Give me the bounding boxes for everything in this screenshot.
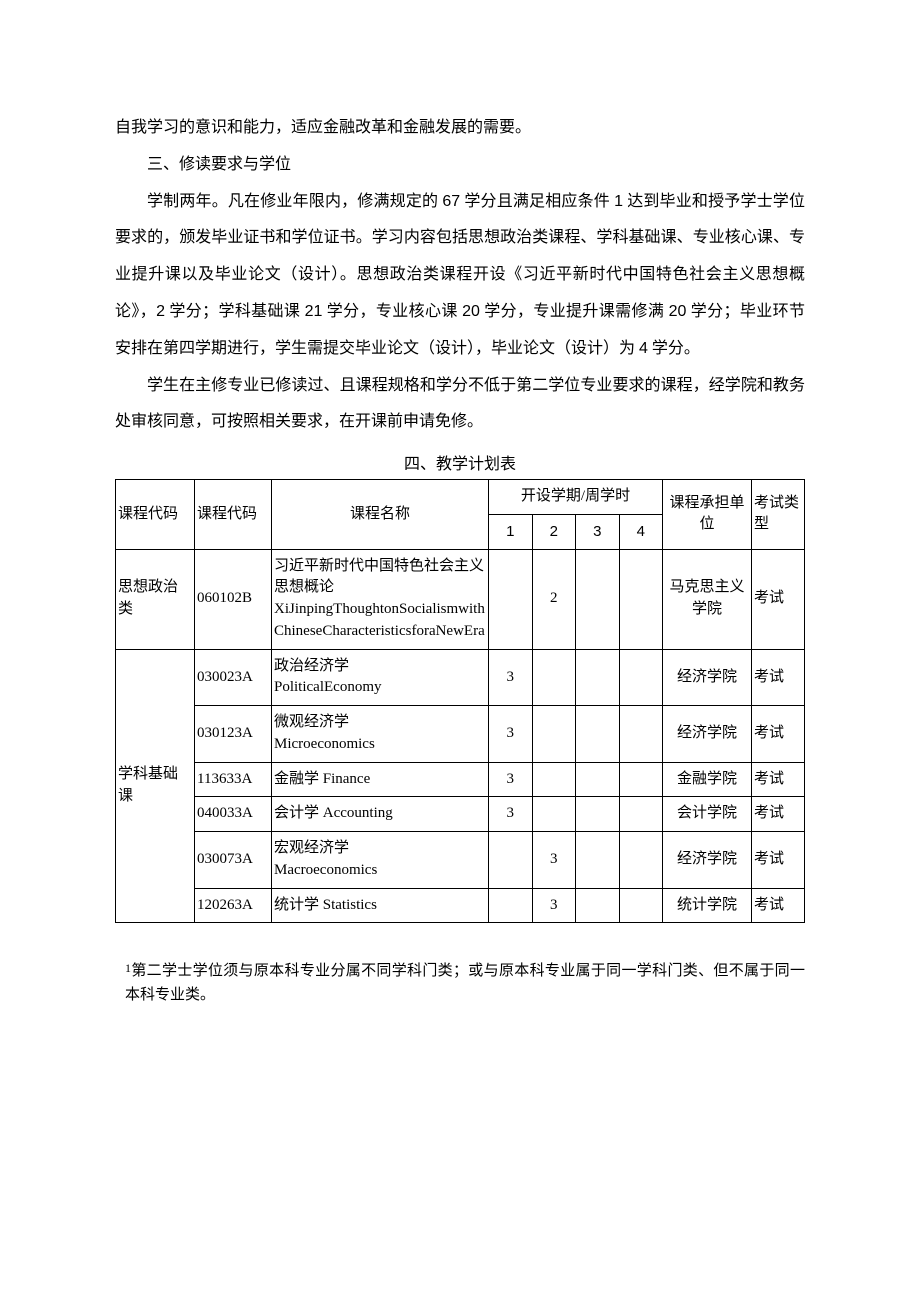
cell-sem1 [489,888,533,923]
cell-unit: 统计学院 [663,888,752,923]
cell-sem2: 2 [532,549,576,649]
text-segment: 学分，专业核心课 [322,303,462,320]
credits-total: 67 [442,193,460,210]
credits-thesis: 4 [639,340,648,357]
cell-sem2 [532,706,576,763]
cell-sem2 [532,762,576,797]
cell-sem4 [619,549,663,649]
cell-unit: 经济学院 [663,649,752,706]
header-unit: 课程承担单位 [663,480,752,550]
paragraph-exemption: 学生在主修专业已修读过、且课程规格和学分不低于第二学位专业要求的课程，经学院和教… [115,368,805,442]
cell-code: 040033A [195,797,272,832]
cell-sem4 [619,832,663,889]
document-page: 自我学习的意识和能力，适应金融改革和金融发展的需要。 三、修读要求与学位 学制两… [0,0,920,1082]
section-heading-3: 三、修读要求与学位 [115,147,805,184]
credits-core: 20 [462,303,480,320]
cell-sem2: 3 [532,888,576,923]
text-segment: 学分。 [648,340,700,357]
header-sem1: 1 [489,514,533,549]
cell-category: 学科基础课 [116,649,195,923]
text-segment: 学分；学科基础课 [165,303,305,320]
cell-category: 思想政治类 [116,549,195,649]
table-row: 030123A 微观经济学Microeconomics 3 经济学院 考试 [116,706,805,763]
curriculum-table: 课程代码 课程代码 课程名称 开设学期/周学时 课程承担单位 考试类型 1 2 … [115,479,805,923]
cell-sem1: 3 [489,706,533,763]
header-sem3: 3 [576,514,620,549]
cell-sem3 [576,706,620,763]
cell-sem2 [532,797,576,832]
header-code: 课程代码 [195,480,272,550]
table-row: 学科基础课 030023A 政治经济学PoliticalEconomy 3 经济… [116,649,805,706]
cell-exam: 考试 [752,706,805,763]
cell-sem3 [576,649,620,706]
table-caption: 四、教学计划表 [115,453,805,477]
paragraph-requirements: 学制两年。凡在修业年限内，修满规定的 67 学分且满足相应条件 1 达到毕业和授… [115,184,805,368]
cell-exam: 考试 [752,549,805,649]
credits-ideological: 2 [156,303,165,320]
header-exam: 考试类型 [752,480,805,550]
header-sem2: 2 [532,514,576,549]
cell-name: 统计学 Statistics [272,888,489,923]
cell-unit: 经济学院 [663,706,752,763]
paragraph-1: 自我学习的意识和能力，适应金融改革和金融发展的需要。 [115,110,805,147]
cell-sem4 [619,762,663,797]
condition-marker: 1 [614,193,623,210]
cell-exam: 考试 [752,762,805,797]
cell-code: 030123A [195,706,272,763]
cell-sem3 [576,762,620,797]
footnote-text: 第二学士学位须与原本科专业分属不同学科门类；或与原本科专业属于同一学科门类、但不… [125,963,805,1003]
cell-sem3 [576,888,620,923]
cell-unit: 经济学院 [663,832,752,889]
cell-exam: 考试 [752,888,805,923]
cell-code: 060102B [195,549,272,649]
cell-exam: 考试 [752,797,805,832]
cell-unit: 会计学院 [663,797,752,832]
table-row: 113633A 金融学 Finance 3 金融学院 考试 [116,762,805,797]
cell-name: 会计学 Accounting [272,797,489,832]
cell-code: 030073A [195,832,272,889]
cell-sem1 [489,832,533,889]
credits-foundation: 21 [305,303,323,320]
credits-advanced: 20 [669,303,687,320]
table-header-row-1: 课程代码 课程代码 课程名称 开设学期/周学时 课程承担单位 考试类型 [116,480,805,515]
cell-sem1: 3 [489,762,533,797]
cell-sem2: 3 [532,832,576,889]
cell-name: 政治经济学PoliticalEconomy [272,649,489,706]
cell-name: 宏观经济学Macroeconomics [272,832,489,889]
cell-sem4 [619,649,663,706]
table-row: 思想政治类 060102B 习近平新时代中国特色社会主义思想概论XiJinpin… [116,549,805,649]
text-segment: 学分，专业提升课需修满 [480,303,669,320]
header-semester-group: 开设学期/周学时 [489,480,663,515]
table-row: 030073A 宏观经济学Macroeconomics 3 经济学院 考试 [116,832,805,889]
header-sem4: 4 [619,514,663,549]
cell-name: 习近平新时代中国特色社会主义思想概论XiJinpingThoughtonSoci… [272,549,489,649]
cell-name: 金融学 Finance [272,762,489,797]
cell-exam: 考试 [752,832,805,889]
cell-sem1: 3 [489,649,533,706]
cell-exam: 考试 [752,649,805,706]
cell-code: 030023A [195,649,272,706]
cell-sem3 [576,549,620,649]
cell-sem3 [576,797,620,832]
text-segment: 学分且满足相应条件 [460,193,614,210]
table-row: 120263A 统计学 Statistics 3 统计学院 考试 [116,888,805,923]
table-row: 040033A 会计学 Accounting 3 会计学院 考试 [116,797,805,832]
cell-unit: 金融学院 [663,762,752,797]
cell-sem4 [619,797,663,832]
text-segment: 达到毕业和授予学士学位要求的，颁发毕业证书和学位证书。学习内容包括思想政治类课程… [115,193,805,320]
header-category: 课程代码 [116,480,195,550]
cell-name: 微观经济学Microeconomics [272,706,489,763]
cell-sem1 [489,549,533,649]
cell-sem1: 3 [489,797,533,832]
cell-sem4 [619,888,663,923]
cell-code: 113633A [195,762,272,797]
cell-code: 120263A [195,888,272,923]
footnote: 1第二学士学位须与原本科专业分属不同学科门类；或与原本科专业属于同一学科门类、但… [115,959,805,1007]
cell-sem4 [619,706,663,763]
header-name: 课程名称 [272,480,489,550]
cell-sem2 [532,649,576,706]
text-segment: 学制两年。凡在修业年限内，修满规定的 [147,193,442,210]
cell-sem3 [576,832,620,889]
cell-unit: 马克思主义学院 [663,549,752,649]
